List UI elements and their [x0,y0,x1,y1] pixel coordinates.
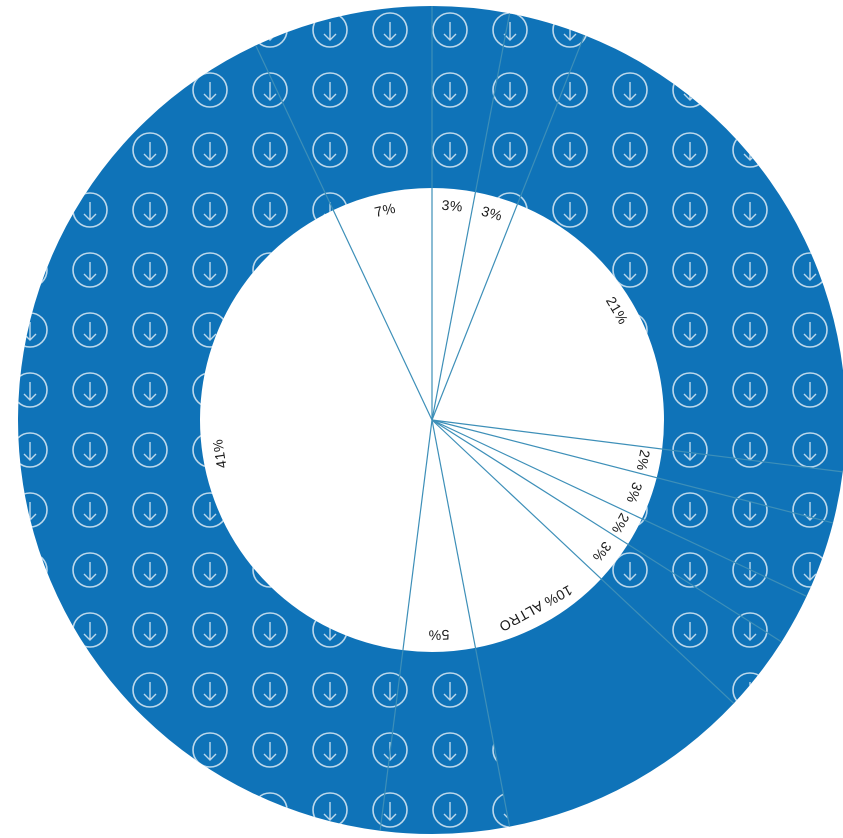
value-label: 2% [609,511,633,537]
chart: 3%3%21%2%3%2%3%10% ALTRO5%41%7% [0,0,843,838]
value-label: 5% [428,627,450,644]
value-label: 7% [373,200,397,220]
value-label: 3% [480,203,505,224]
value-label: 3% [589,539,615,566]
value-label: 2% [634,448,654,472]
page: 3%3%21%2%3%2%3%10% ALTRO5%41%7% (() => {… [0,0,843,838]
value-label: 41% [209,438,229,470]
value-label: 21% [603,294,632,328]
slice-texture [517,35,843,472]
value-label: 3% [623,480,645,505]
value-label: 3% [441,197,464,215]
